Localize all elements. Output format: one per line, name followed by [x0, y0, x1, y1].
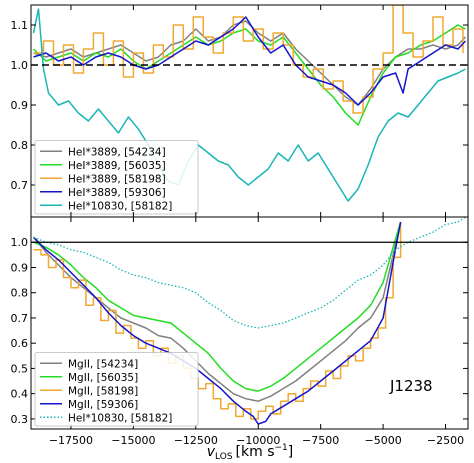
top-series-3	[33, 16, 467, 106]
x-axis-label-unit: [km s	[236, 444, 275, 460]
top-legend-label-1: HeI*3889, [56035]	[68, 160, 166, 172]
x-axis: −17500 −15000 −12500 −10000 −7500 −5000 −2500	[49, 5, 464, 447]
top-legend-box	[34, 140, 199, 215]
top-legend-label-0: HeI*3889, [54234]	[68, 146, 166, 158]
bottom-series-3	[32, 221, 402, 425]
top-legend-label-2: HeI*3889, [58198]	[68, 173, 166, 185]
bottom-ytick-label-4: 0.7	[11, 312, 29, 325]
bottom-series-1	[33, 221, 402, 392]
bottom-ytick-label-1: 0.4	[11, 388, 29, 401]
top-legend: HeI*3889, [54234]HeI*3889, [56035]HeI*38…	[34, 140, 199, 215]
x-axis-label-superscript: −1	[275, 443, 288, 453]
xtick-label-0: −17500	[49, 434, 93, 447]
bottom-panel: 0.3 0.4 0.5 0.6 0.7 0.8 0.9 1.0 −17500 −15000 −12…	[11, 5, 469, 447]
top-ytick-label-1: 0.8	[11, 139, 29, 152]
xtick-label-4: −7500	[302, 434, 339, 447]
bottom-legend-label-0: MgII, [54234]	[68, 358, 138, 370]
bottom-ytick-label-2: 0.5	[11, 362, 29, 375]
xtick-label-1: −15000	[111, 434, 155, 447]
bottom-ytick-label-6: 0.9	[11, 261, 29, 274]
bottom-y-axis: 0.3 0.4 0.5 0.6 0.7 0.8 0.9 1.0	[11, 236, 468, 426]
top-y-axis: 0.7 0.8 0.9 1.0 1.1	[11, 19, 468, 192]
bottom-series-group	[32, 217, 466, 425]
top-legend-label-3: HeI*3889, [59306]	[68, 187, 166, 199]
top-series-2	[33, 5, 464, 114]
top-ytick-label-2: 0.9	[11, 99, 29, 112]
xtick-label-2: −12500	[174, 434, 218, 447]
top-legend-label-4: HeI*10830, [58182]	[68, 200, 172, 212]
bottom-legend-label-2: MgII, [58198]	[68, 385, 138, 397]
bottom-series-4	[33, 217, 466, 329]
object-annotation: J1238	[389, 377, 433, 395]
x-axis-label-close: ]	[288, 444, 293, 460]
top-ytick-label-0: 0.7	[11, 179, 29, 192]
top-series-4	[32, 8, 466, 202]
top-series-1	[32, 24, 466, 126]
bottom-ytick-label-0: 0.3	[11, 413, 29, 426]
bottom-ytick-label-7: 1.0	[11, 236, 29, 249]
x-axis-label-subscript: LOS	[215, 452, 233, 462]
xtick-label-3: −10000	[236, 434, 280, 447]
bottom-ytick-label-5: 0.8	[11, 287, 29, 300]
x-axis-label: vLOS [km s−1]	[207, 443, 294, 462]
top-ytick-label-3: 1.0	[11, 59, 29, 72]
bottom-ytick-label-3: 0.6	[11, 337, 29, 350]
bottom-frame	[30, 216, 469, 430]
xtick-label-6: −2500	[427, 434, 464, 447]
top-series-group	[32, 5, 467, 202]
bottom-legend-label-1: MgII, [56035]	[68, 372, 138, 384]
bottom-legend-box	[34, 352, 199, 427]
xtick-label-5: −5000	[364, 434, 401, 447]
x-axis-label-symbol: v	[207, 444, 216, 460]
top-panel: 0.7 0.8 0.9 1.0 1.1 HeI*3889, [54234] HeI*388…	[11, 4, 469, 218]
bottom-legend: MgII, [54234] MgII, [56035]MgII, [58198] M…	[34, 352, 199, 427]
top-ytick-label-4: 1.1	[11, 19, 29, 32]
bottom-legend-label-4: HeI*10830, [58182]	[68, 412, 172, 424]
bottom-legend-label-3: MgII, [59306]	[68, 399, 138, 411]
